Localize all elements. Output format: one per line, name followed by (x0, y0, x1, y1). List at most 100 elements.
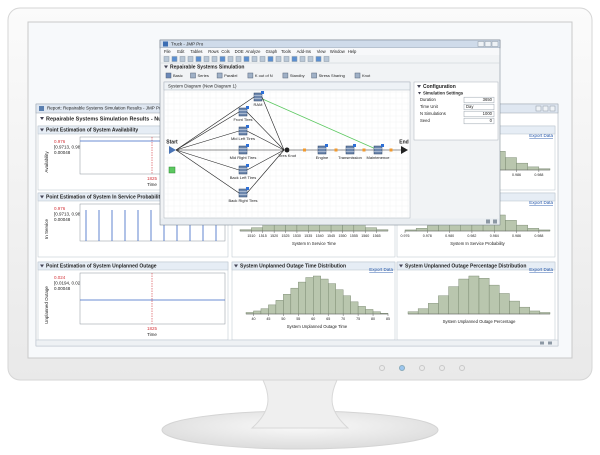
histogram-bar (519, 306, 530, 315)
disclosure-icon (40, 264, 44, 268)
panel-header-title: System Unplanned Outage Time Distributio… (240, 264, 346, 270)
stand-neck (250, 377, 350, 429)
palette-icon (247, 72, 254, 79)
palette-item[interactable]: K out of N (255, 73, 273, 78)
histogram-bar (365, 227, 377, 232)
menu-item[interactable]: Cols (221, 49, 229, 54)
block-port (246, 164, 249, 167)
connector (175, 96, 255, 151)
menu-item[interactable]: Help (348, 49, 357, 54)
y-axis-label: Availability (44, 151, 49, 173)
x-tick-label: 0.980 (445, 234, 454, 238)
connector (175, 130, 240, 151)
menu-item[interactable]: Rows (208, 49, 218, 54)
x-tick-label: 1510 (247, 234, 255, 238)
x-tick-label: 0.982 (467, 234, 476, 238)
menu-item[interactable]: DOE (235, 49, 244, 54)
menu-item[interactable]: Analyze (246, 49, 262, 54)
setting-label: Duration (420, 97, 436, 102)
palette-item[interactable]: Parallel (224, 73, 237, 78)
setting-value[interactable]: Day (466, 104, 474, 109)
block-node (238, 188, 248, 198)
x-tick-label: 0.988 (534, 173, 543, 177)
palette-item[interactable]: Standby (290, 73, 305, 78)
palette-item[interactable]: Stress Sharing (319, 73, 345, 78)
histogram-bar (372, 311, 381, 315)
status-bar (35, 339, 559, 347)
diagram-title: System Diagram (New Diagram 1) (168, 83, 237, 88)
histogram-bar (417, 308, 429, 315)
start-node[interactable] (169, 146, 176, 154)
palette-icon (282, 72, 289, 79)
histogram-bar (365, 309, 374, 315)
toolbar-icon (243, 56, 250, 62)
menu-item[interactable]: File (164, 49, 171, 54)
export-link: Export Data (529, 267, 553, 272)
menu-item[interactable]: Tools (281, 49, 291, 54)
histogram-bar (516, 224, 528, 232)
palette-item[interactable]: Series (198, 73, 209, 78)
end-node[interactable] (401, 146, 408, 154)
histogram-bar (407, 311, 419, 315)
disclosure-icon (399, 264, 403, 268)
connector (175, 111, 240, 151)
toolbar-icon (283, 56, 290, 62)
palette-item[interactable]: Knot (362, 73, 371, 78)
block-port (246, 125, 249, 128)
block-port (381, 144, 384, 147)
block-node (345, 145, 355, 155)
node-label: Front Tires (233, 117, 252, 122)
histogram-bar (428, 303, 439, 315)
knot-node[interactable] (284, 147, 290, 153)
connector-port (389, 148, 393, 152)
menu-item[interactable]: Tables (190, 49, 202, 54)
histogram-bar (313, 275, 321, 315)
panel-header-title: System Unplanned Outage Percentage Distr… (405, 264, 526, 270)
histogram-bar (342, 295, 351, 315)
x-tick-label: 1545 (327, 234, 335, 238)
setting-value[interactable]: 3650 (483, 97, 493, 102)
title-bar (159, 39, 501, 49)
disclosure-icon (418, 92, 421, 95)
palette-item[interactable]: Basic (173, 73, 183, 78)
histogram-bar (509, 300, 520, 315)
histogram-bar (350, 301, 359, 315)
window-control (484, 41, 492, 47)
connector-port (362, 148, 366, 152)
setting-field (463, 103, 495, 111)
setting-value[interactable]: 0 (490, 118, 493, 123)
histogram-bar (320, 278, 329, 315)
histogram-bar (328, 283, 336, 315)
menu-item[interactable]: Add-Ins (297, 49, 311, 54)
disclosure-icon (234, 264, 238, 268)
node-label: Transmission (338, 155, 362, 160)
toolbar-icon (259, 56, 266, 62)
monitor-buttons (379, 365, 465, 371)
toolbar-icon (187, 56, 194, 62)
panel-header-title: Point Estimation of System In Service Pr… (46, 195, 163, 201)
x-tick-label: 1540 (316, 234, 324, 238)
menu-item[interactable]: Window (330, 49, 346, 54)
toolbar-icon (307, 56, 314, 62)
palette-icon (311, 72, 317, 79)
setting-label: Seed (420, 118, 430, 123)
block-node (373, 145, 383, 155)
x-tick-label: 65 (326, 317, 330, 321)
node-label: End (399, 139, 408, 145)
window-title: Report: Repairable Systems Simulation Re… (47, 106, 163, 111)
section-title: Repairable Systems Simulation (170, 65, 244, 71)
panel-header (396, 261, 556, 271)
histogram-bar (262, 224, 275, 232)
toolbar-icon (291, 56, 298, 62)
toolbar-icon (275, 56, 282, 62)
block-port (325, 144, 328, 147)
y-axis-label: In Service (44, 219, 49, 240)
menu-item[interactable]: Graph (266, 49, 278, 54)
setting-value[interactable]: 1000 (483, 111, 493, 116)
menu-item[interactable]: Edit (177, 49, 185, 54)
x-value: 1825 (147, 176, 158, 181)
x-axis-label: System In Service Time (292, 241, 337, 246)
menu-item[interactable]: View (317, 49, 327, 54)
